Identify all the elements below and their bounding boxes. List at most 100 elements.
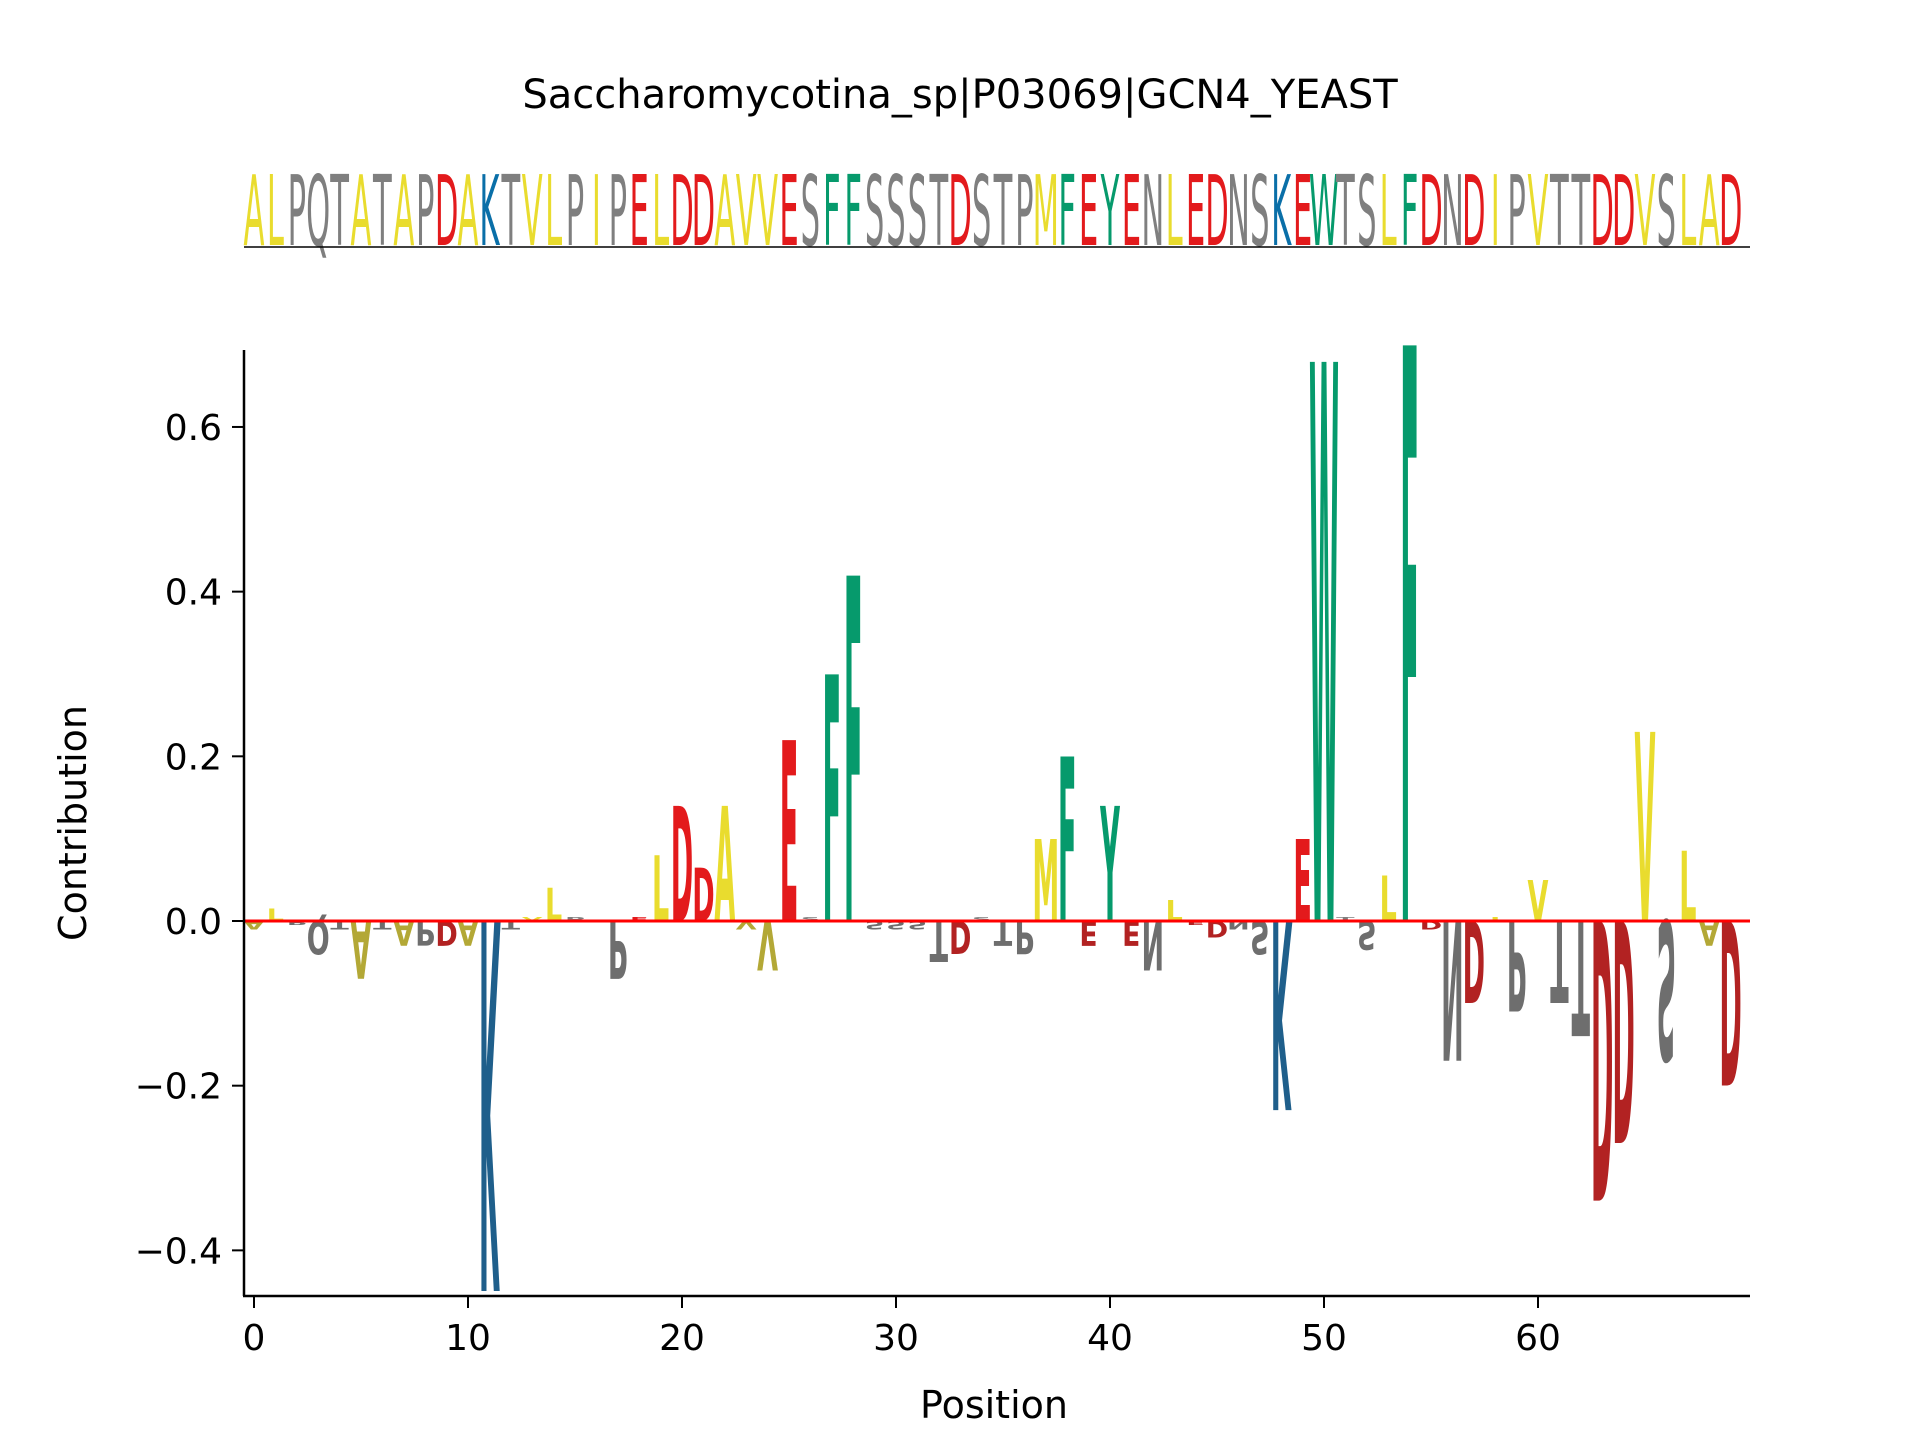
logo-letter-19: L [652, 837, 669, 943]
logo-letter-54: F [1400, 187, 1418, 1107]
sequence-letter-24: V [757, 156, 778, 269]
sequence-letter-41: E [1122, 156, 1141, 269]
logo-letter-56: N [1441, 875, 1464, 1098]
logo-letter-28: F [844, 483, 862, 1034]
sequence-letter-12: T [501, 156, 521, 269]
sequence-letter-30: S [886, 156, 905, 269]
logo-letter-35: T [994, 912, 1013, 951]
x-axis-label: Position [920, 1383, 1068, 1427]
logo-letter-17: P [608, 902, 628, 994]
sequence-letter-0: A [244, 156, 265, 269]
logo-letter-9: D [435, 912, 457, 951]
sequence-letter-50: W [1309, 156, 1339, 269]
y-tick-label-4: 0.4 [165, 573, 222, 614]
sequence-letter-22: A [714, 156, 735, 269]
logo-letter-3: Q [307, 910, 330, 963]
logo-letter-65: V [1635, 682, 1656, 983]
sequence-letter-60: V [1528, 156, 1549, 269]
logo-letter-5: A [351, 902, 372, 994]
logo-letter-69: D [1719, 868, 1741, 1131]
sequence-letter-48: K [1271, 156, 1292, 269]
logo-letter-10: A [458, 912, 479, 951]
logo-letter-51: T [1336, 916, 1355, 923]
logo-letter-20: D [671, 775, 693, 959]
sequence-letter-28: F [844, 156, 862, 269]
sequence-letter-6: T [373, 156, 393, 269]
sequence-letter-18: E [630, 156, 649, 269]
sequence-letter-5: A [351, 156, 372, 269]
sequence-letter-55: D [1419, 156, 1443, 269]
logo-letter-15: P [565, 916, 585, 923]
sequence-letter-42: N [1141, 156, 1164, 269]
sequence-letter-23: V [736, 156, 757, 269]
sequence-letter-16: I [592, 156, 601, 269]
sequence-letter-49: E [1293, 156, 1312, 269]
logo-letter-52: S [1357, 912, 1376, 958]
y-tick-label-1: −0.2 [135, 1067, 222, 1108]
logo-letter-27: F [823, 607, 841, 1002]
sequence-letter-40: Y [1100, 156, 1120, 269]
sequence-letter-25: E [779, 156, 798, 269]
logo-letter-58: I [1490, 916, 1500, 923]
sequence-letter-53: L [1380, 156, 1397, 269]
sequence-letter-20: D [670, 156, 694, 269]
sequence-letter-13: V [522, 156, 543, 269]
y-tick-label-2: 0.0 [165, 902, 222, 943]
logo-letter-50: W [1309, 209, 1339, 1102]
x-tick-label-40: 40 [1087, 1318, 1133, 1359]
sequence-letter-65: V [1635, 156, 1656, 269]
logo-letter-61: T [1550, 893, 1568, 1024]
logo-letter-13: V [522, 916, 543, 923]
sequence-letter-47: S [1250, 156, 1269, 269]
y-ticks: −0.4 −0.2 0.0 0.2 0.4 0.6 [135, 408, 244, 1272]
chart-title: Saccharomycotina_sp|P03069|GCN4_YEAST [522, 72, 1398, 118]
x-tick-label-20: 20 [659, 1318, 705, 1359]
sequence-letter-11: K [479, 156, 500, 269]
logo-letter-7: A [393, 912, 414, 951]
sequence-letter-69: D [1719, 156, 1743, 269]
sequence-letters: A L P Q T A T A P D A K T V L P I P E L DD A V V E S F F S S S T D S T PM F E… [244, 156, 1743, 269]
y-axis-label: Contribution [51, 705, 95, 941]
sequence-letter-2: P [288, 156, 306, 269]
logo-letter-59: P [1507, 891, 1527, 1035]
sequence-letter-39: E [1079, 156, 1098, 269]
sequence-letter-17: P [609, 156, 627, 269]
sequence-letter-35: T [993, 156, 1013, 269]
sequence-letter-4: T [330, 156, 350, 269]
sequence-letter-68: A [1699, 156, 1720, 269]
sequence-letter-56: N [1441, 156, 1464, 269]
sequence-letter-43: L [1166, 156, 1183, 269]
logo-letter-11: K [479, 801, 501, 1393]
logo-letter-22: A [714, 775, 735, 959]
sequence-letter-8: P [416, 156, 434, 269]
sequence-letter-52: S [1357, 156, 1376, 269]
sequence-letter-31: S [908, 156, 927, 269]
logo-letter-8: P [415, 912, 435, 951]
sequence-letter-32: T [929, 156, 949, 269]
sequence-letter-57: D [1462, 156, 1486, 269]
logo-letter-48: K [1271, 859, 1293, 1160]
logo-letter-60: V [1528, 870, 1549, 935]
sequence-letter-51: T [1336, 156, 1356, 269]
sequence-letter-59: P [1507, 156, 1525, 269]
sequence-letter-27: F [823, 156, 841, 269]
logo-letter-1: L [267, 906, 284, 926]
sequence-letter-63: D [1590, 156, 1614, 269]
sequence-letter-10: A [458, 156, 479, 269]
sequence-letter-9: D [435, 156, 459, 269]
logo-letter-32: T [930, 907, 948, 972]
logo-letter-63: D [1591, 829, 1613, 1275]
logo-letter-38: F [1058, 712, 1076, 975]
x-tick-label-10: 10 [445, 1318, 491, 1359]
logo-letter-34: S [972, 916, 991, 923]
sequence-letter-3: Q [306, 156, 330, 269]
logo-letter-26: S [801, 916, 820, 923]
sequence-letter-67: L [1679, 156, 1696, 269]
y-tick-label-5: 0.6 [165, 408, 222, 449]
sequence-letter-58: I [1491, 156, 1500, 269]
x-tick-label-30: 30 [873, 1318, 919, 1359]
x-tick-label-50: 50 [1301, 1318, 1347, 1359]
sequence-letter-26: S [801, 156, 820, 269]
logo-letter-67: L [1679, 833, 1696, 945]
